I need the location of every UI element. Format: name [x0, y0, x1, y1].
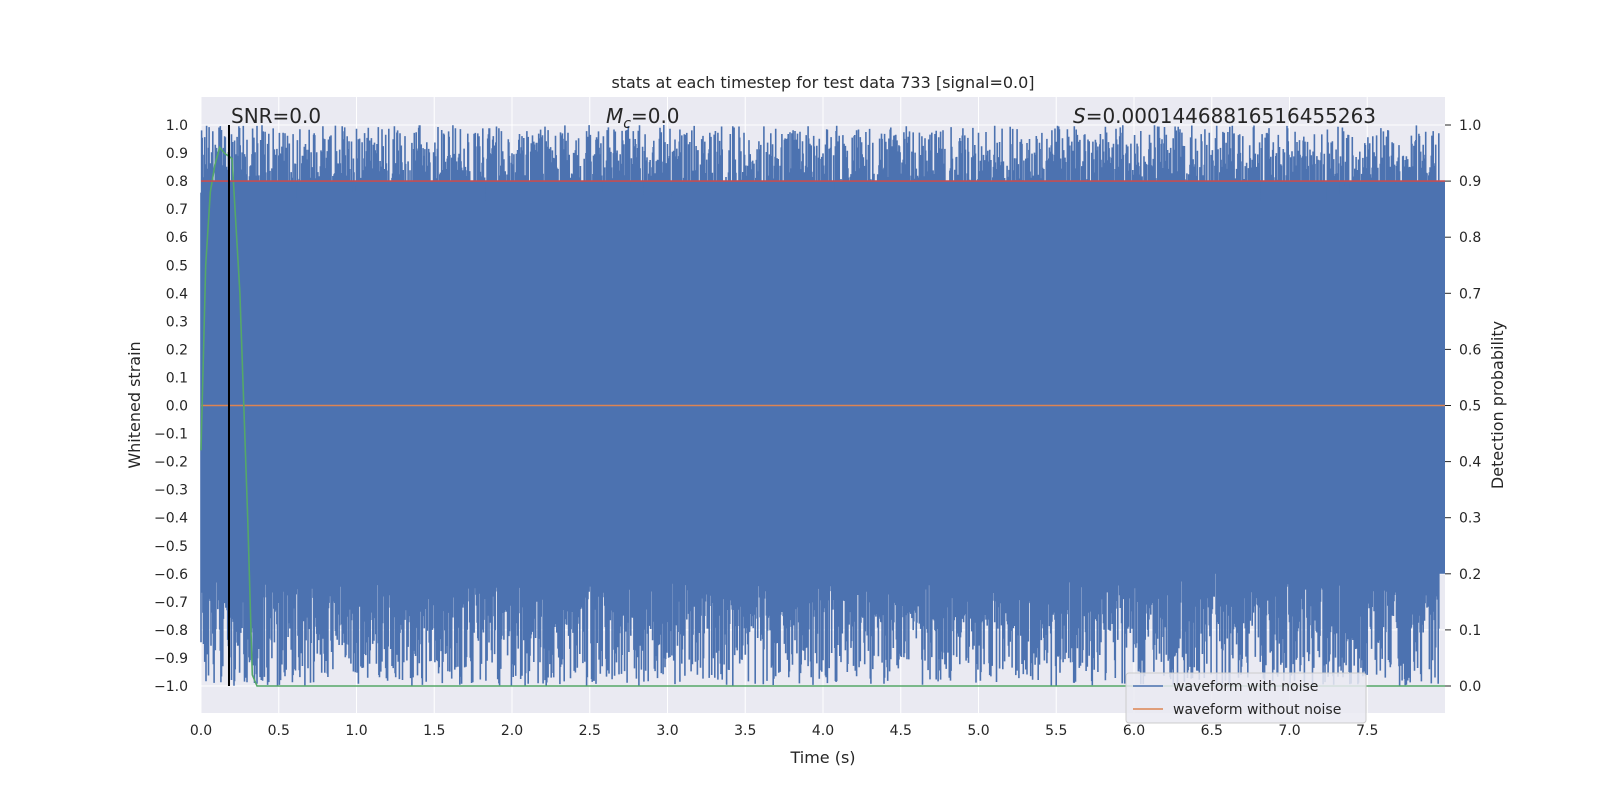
- x-tick-label: 1.0: [345, 723, 367, 739]
- y-tick-label-left: 0.3: [166, 314, 188, 330]
- y-axis-label-right: Detection probability: [1488, 321, 1507, 489]
- y-tick-label-left: 0.8: [166, 174, 188, 190]
- x-axis-label: Time (s): [789, 748, 855, 767]
- chart-title: stats at each timestep for test data 733…: [611, 73, 1034, 92]
- y-tick-label-left: 0.2: [166, 342, 188, 358]
- y-tick-label-right: 0.4: [1459, 455, 1481, 471]
- y-tick-label-right: 0.5: [1459, 399, 1481, 415]
- y-tick-label-right: 0.2: [1459, 567, 1481, 583]
- y-tick-label-left: 1.0: [166, 118, 188, 134]
- y-tick-label-right: 1.0: [1459, 118, 1481, 134]
- x-tick-label: 4.5: [890, 723, 912, 739]
- y-tick-labels-left: 1.0 0.9 0.8 0.7 0.6 0.5 0.4 0.3 0.2 0.1 0.0 −0.1 −0.…: [154, 118, 188, 695]
- x-tick-label: 7.0: [1278, 723, 1300, 739]
- legend-label-clean: waveform without noise: [1173, 702, 1341, 718]
- y-tick-label-left: −0.7: [154, 595, 188, 611]
- y-tick-label-left: 0.1: [166, 370, 188, 386]
- y-tick-label-left: 0.5: [166, 258, 188, 274]
- x-tick-label: 2.5: [579, 723, 601, 739]
- line-series-layer: [200, 125, 1445, 687]
- y-tick-label-right: 0.3: [1459, 511, 1481, 527]
- s-value: =0.00014468816516455263: [1086, 104, 1376, 128]
- chirp-mass-annotation: Mc=0.0: [606, 104, 680, 132]
- x-tick-label: 6.0: [1123, 723, 1145, 739]
- x-tick-label: 5.5: [1045, 723, 1067, 739]
- y-tick-label-left: −1.0: [154, 679, 188, 695]
- y-tick-label-left: −0.9: [154, 651, 188, 667]
- y-tick-label-left: 0.0: [166, 399, 188, 415]
- s-annotation: S=0.00014468816516455263: [1073, 104, 1376, 128]
- y-tick-label-right: 0.7: [1459, 286, 1481, 302]
- y-tick-label-right: 0.0: [1459, 679, 1481, 695]
- y-tick-label-right: 0.8: [1459, 230, 1481, 246]
- y-tick-label-left: −0.6: [154, 567, 188, 583]
- y-tick-label-left: −0.3: [154, 483, 188, 499]
- y-tick-label-right: 0.1: [1459, 623, 1481, 639]
- x-tick-labels: 0.0 0.5 1.0 1.5 2.0 2.5 3.0 3.5 4.0 4.5 5.0 5.5 6.0 6…: [190, 723, 1379, 739]
- y-axis-label-left: Whitened strain: [125, 341, 144, 468]
- x-tick-label: 4.0: [812, 723, 834, 739]
- y-tick-label-left: 0.9: [166, 146, 188, 162]
- y-tick-label-left: −0.8: [154, 623, 188, 639]
- x-tick-label: 3.0: [656, 723, 678, 739]
- y-tick-label-left: −0.2: [154, 455, 188, 471]
- x-tick-label: 7.5: [1356, 723, 1378, 739]
- legend-box: [1125, 672, 1367, 724]
- y-tick-labels-right: 1.0 0.9 0.8 0.7 0.6 0.5 0.4 0.3 0.2 0.1 0.0: [1445, 118, 1481, 695]
- legend: waveform with noise waveform without noi…: [1125, 672, 1367, 724]
- chirp-mass-value: =0.0: [631, 104, 680, 128]
- y-tick-label-left: 0.7: [166, 202, 188, 218]
- x-tick-label: 2.0: [501, 723, 523, 739]
- legend-label-noise: waveform with noise: [1173, 679, 1318, 695]
- y-tick-label-left: −0.1: [154, 427, 188, 443]
- s-symbol: S: [1073, 104, 1086, 128]
- chirp-mass-subscript: c: [623, 116, 631, 132]
- x-tick-label: 3.5: [734, 723, 756, 739]
- chirp-mass-symbol: M: [606, 104, 623, 128]
- x-tick-label: 1.5: [423, 723, 445, 739]
- y-tick-label-right: 0.6: [1459, 342, 1481, 358]
- x-tick-label: 5.0: [967, 723, 989, 739]
- x-tick-label: 0.5: [268, 723, 290, 739]
- y-tick-label-left: −0.4: [154, 511, 188, 527]
- x-tick-label: 0.0: [190, 723, 212, 739]
- noise-waveform-path: [200, 125, 1440, 686]
- noise-waveform-series: [200, 125, 1445, 686]
- y-tick-label-left: −0.5: [154, 539, 188, 555]
- y-tick-label-left: 0.6: [166, 230, 188, 246]
- snr-annotation: SNR=0.0: [231, 104, 321, 128]
- x-tick-label: 6.5: [1201, 723, 1223, 739]
- y-tick-label-left: 0.4: [166, 286, 188, 302]
- y-tick-label-right: 0.9: [1459, 174, 1481, 190]
